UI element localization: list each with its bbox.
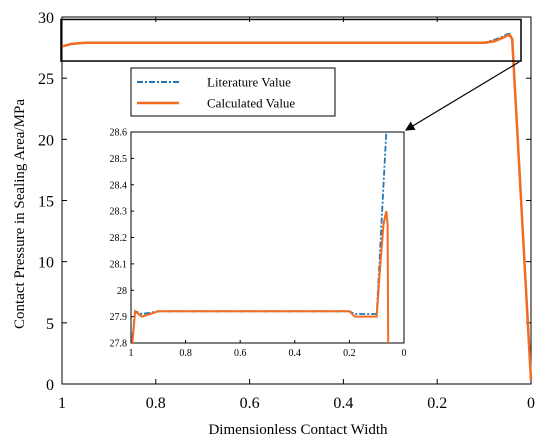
inset-y-tick-label: 28.3 <box>110 207 128 218</box>
inset-x-tick-label: 0.6 <box>234 348 247 359</box>
inset-plot-frame <box>130 131 405 344</box>
y-tick-label: 20 <box>38 132 54 149</box>
y-tick-label: 10 <box>38 255 54 272</box>
legend-label: Literature Value <box>207 75 291 90</box>
inset-x-tick-label: 1 <box>129 348 134 359</box>
legend-label: Calculated Value <box>207 96 295 111</box>
y-tick-label: 5 <box>46 316 54 333</box>
inset-y-tick-label: 28.6 <box>110 128 128 139</box>
inset-plot-area: 27.8 27.9 28 28.1 28.2 28.3 28.4 28.5 28.6 1 0.8 0.… <box>110 128 407 360</box>
x-tick-label: 1 <box>58 395 66 412</box>
x-tick-label: 0.4 <box>333 395 353 412</box>
inset-y-tick-label: 28.4 <box>110 180 128 191</box>
y-axis-title: Contact Pressure in Sealing Area/MPa <box>12 99 28 329</box>
x-tick-label: 0.8 <box>146 395 166 412</box>
y-tick-label: 15 <box>38 194 54 211</box>
x-axis-title: Dimensionless Contact Width <box>208 422 388 438</box>
inset-series-line-calculated-value <box>131 210 390 344</box>
x-tick-label: 0.2 <box>427 395 447 412</box>
legend-box <box>130 67 336 117</box>
inset-x-tick-label: 0.4 <box>289 348 302 359</box>
x-tick-label: 0 <box>527 395 535 412</box>
inset-y-tick-label: 28.1 <box>110 259 128 270</box>
x-tick-label: 0.6 <box>240 395 260 412</box>
inset-y-tick-label: 27.9 <box>110 312 128 323</box>
inset-x-tick-label: 0.2 <box>343 348 356 359</box>
zoom-arrow <box>404 61 520 131</box>
inset-y-tick-label: 28.5 <box>110 154 128 165</box>
legend: Literature Value Calculated Value <box>130 67 336 117</box>
y-tick-label: 30 <box>38 10 54 27</box>
y-tick-label: 25 <box>38 71 54 88</box>
series-line-calculated-value <box>61 34 533 381</box>
inset-y-tick-label: 27.8 <box>110 339 128 350</box>
y-tick-label: 0 <box>46 377 54 394</box>
inset-x-tick-label: 0.8 <box>179 348 192 359</box>
zoom-region-box <box>60 18 522 62</box>
inset-y-tick-label: 28.2 <box>110 233 128 244</box>
inset-y-tick-label: 28 <box>117 286 127 297</box>
inset-x-tick-label: 0 <box>402 348 407 359</box>
